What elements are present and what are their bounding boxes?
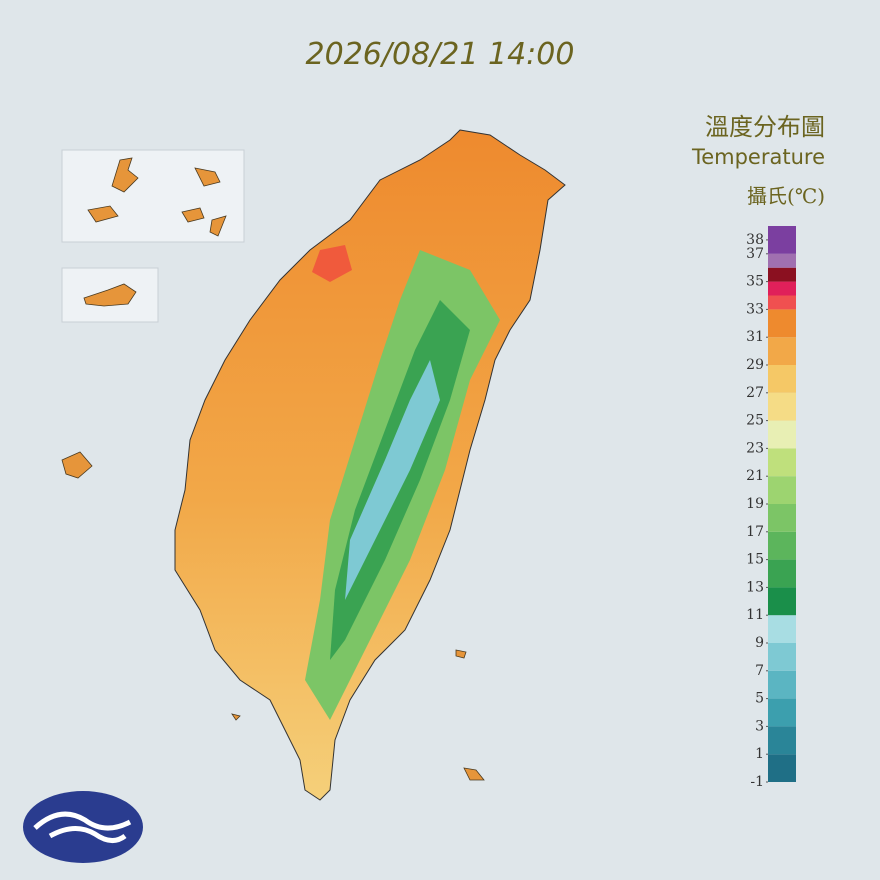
legend-tick-label: 23	[746, 440, 764, 456]
mountain-peak	[345, 360, 440, 600]
legend-band	[768, 615, 796, 643]
legend-band	[768, 365, 796, 393]
legend-band	[768, 226, 796, 254]
legend-tick-label: 37	[746, 246, 764, 262]
legend-tick-label: 27	[746, 385, 764, 401]
legend-band	[768, 267, 796, 282]
logo-mark	[33, 811, 132, 843]
legend-band	[768, 448, 796, 477]
legend-tick-label: 21	[746, 468, 764, 484]
legend-tick-label: 35	[746, 274, 764, 290]
legend-tick-label: 19	[746, 496, 764, 512]
legend-band	[768, 281, 796, 296]
legend-band	[768, 670, 796, 699]
legend-tick-label: 33	[746, 301, 764, 317]
legend-band	[768, 504, 796, 532]
legend-band	[768, 420, 796, 449]
legend-tick-label: 13	[746, 579, 764, 595]
legend-band	[768, 337, 796, 365]
legend-band	[768, 392, 796, 421]
legend-band	[768, 754, 796, 782]
hot-area	[312, 245, 352, 282]
legend-tick-label: 7	[755, 663, 764, 679]
legend-tick-label: 15	[746, 552, 764, 568]
legend-tick-label: 9	[755, 635, 764, 651]
legend-band	[768, 587, 796, 616]
legend-subtitle: Temperature	[691, 145, 825, 169]
timestamp: 2026/08/21 14:00	[306, 37, 575, 72]
legend-tick-label: 5	[755, 691, 764, 707]
legend-tick-label: 11	[746, 607, 764, 623]
legend-tick-label: 38	[746, 232, 764, 248]
islands	[61, 157, 485, 781]
legend-band	[768, 698, 796, 727]
legend-tick-label: 25	[746, 413, 764, 429]
legend-band	[768, 309, 796, 338]
legend-tick-label: 3	[755, 718, 764, 734]
legend-tick-label: 31	[746, 329, 764, 345]
legend-band	[768, 295, 796, 310]
legend-band	[768, 476, 796, 504]
legend-tick-label: 17	[746, 524, 764, 540]
legend-tick-label: 1	[755, 746, 764, 762]
legend-band	[768, 559, 796, 588]
legend-band	[768, 531, 796, 560]
legend-tick-label: -1	[750, 774, 764, 790]
legend-band	[768, 643, 796, 671]
legend-band	[768, 253, 796, 268]
legend-tick-label: 29	[746, 357, 764, 373]
legend-band	[768, 726, 796, 755]
legend-title: 溫度分布圖	[705, 113, 825, 141]
legend-unit: 攝氏(℃)	[747, 184, 825, 208]
